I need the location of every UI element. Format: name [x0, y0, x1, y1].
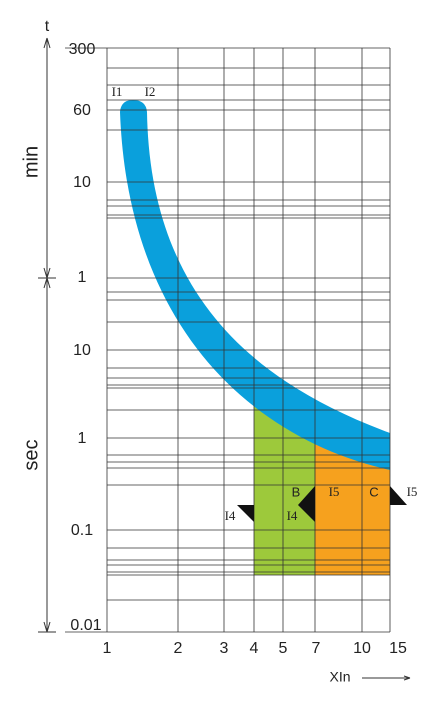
y-title: t [45, 18, 50, 35]
label-c: C [369, 484, 378, 499]
y-tick-label: 10 [73, 342, 91, 359]
x-tick-label: 10 [353, 640, 371, 657]
y-tick-label: 300 [69, 41, 96, 58]
x-tick-label: 5 [279, 640, 288, 657]
x-title: XIn [329, 669, 350, 685]
x-tick-label: 4 [250, 640, 259, 657]
marker-i5 [390, 486, 407, 505]
x-tick-label: 15 [389, 640, 407, 657]
marker-i4 [237, 505, 254, 522]
marker-i5 [298, 486, 315, 505]
grid [65, 47, 391, 633]
y-tick-label: 10 [73, 174, 91, 191]
upper-unit: min [20, 146, 42, 178]
y-tick-label: 0.01 [70, 617, 101, 634]
y-tick-label: 1 [78, 430, 87, 447]
tripping-band [120, 100, 390, 470]
label-i2: I2 [145, 84, 156, 99]
x-tick-label: 3 [220, 640, 229, 657]
x-arrow [362, 675, 411, 681]
label-b: B [292, 484, 301, 499]
lower-unit: sec [20, 439, 42, 470]
marker-i4 [298, 505, 315, 522]
y-tick-label: 0.1 [71, 522, 93, 539]
y-tick-label: 60 [73, 102, 91, 119]
region-b [254, 398, 315, 575]
label-i5: I5 [329, 484, 340, 499]
time-axis [38, 37, 56, 633]
y-tick-label: 1 [78, 269, 87, 286]
x-tick-label: 1 [103, 640, 112, 657]
x-tick-label: 2 [174, 640, 183, 657]
label-i1: I1 [112, 84, 123, 99]
label-i5: I5 [407, 484, 418, 499]
label-i4: I4 [225, 508, 236, 523]
label-i4: I4 [287, 508, 298, 523]
region-c [315, 441, 390, 575]
x-tick-label: 7 [312, 640, 321, 657]
